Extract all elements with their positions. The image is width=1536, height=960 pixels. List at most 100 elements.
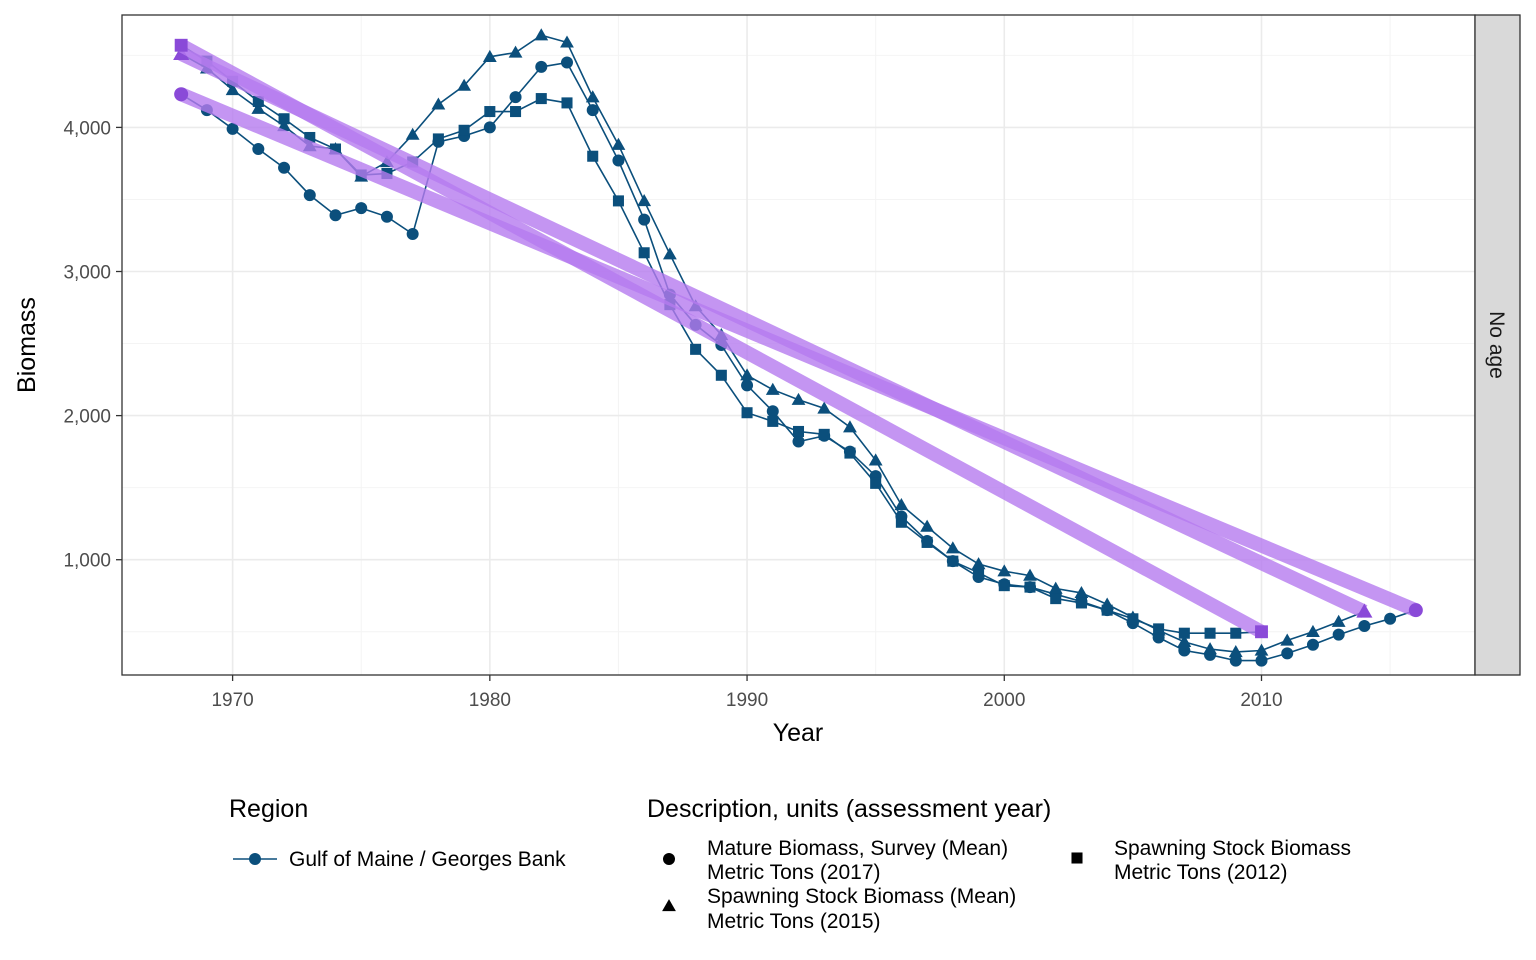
facet-strip: No age [1474, 14, 1521, 676]
data-point-circle [1358, 620, 1371, 633]
data-point-circle [1281, 647, 1294, 660]
data-point-square [844, 447, 856, 459]
data-point-square [870, 477, 882, 489]
y-tick-label: 3,000 [63, 263, 111, 284]
data-point-triangle [740, 368, 754, 381]
data-point-triangle [585, 90, 600, 103]
data-point-triangle [1023, 568, 1037, 581]
data-point-square [690, 343, 702, 355]
facet-strip-box [1474, 14, 1521, 676]
data-point-square [432, 133, 444, 145]
data-point-square [921, 536, 933, 548]
data-point-circle [1306, 638, 1319, 651]
data-point-circle [560, 56, 573, 69]
data-point-square [715, 369, 727, 381]
data-point-circle [792, 435, 805, 448]
data-point-square [741, 407, 753, 419]
legend-item-line2: Metric Tons (2012) [1114, 861, 1288, 884]
data-point-triangle [765, 382, 780, 395]
data-point-triangle [791, 392, 806, 405]
x-tick-label: 2010 [1240, 690, 1282, 711]
data-point-triangle [405, 127, 420, 140]
trend-start-point [174, 38, 188, 52]
legend-circle-icon [663, 853, 675, 865]
data-point-circle [380, 210, 393, 223]
legend-item-line1: Spawning Stock Biomass (Mean) [707, 885, 1016, 908]
data-point-square [895, 516, 907, 528]
data-point-square [484, 106, 496, 118]
data-point-square [252, 95, 264, 107]
data-point-triangle [920, 519, 935, 532]
data-point-square [1075, 597, 1087, 609]
data-point-circle [638, 213, 651, 226]
data-point-triangle [843, 420, 857, 433]
data-point-triangle [997, 564, 1012, 577]
data-point-triangle [560, 35, 574, 48]
data-point-triangle [868, 453, 883, 466]
data-point-triangle [225, 83, 240, 96]
legend-item-line2: Metric Tons (2017) [707, 861, 881, 884]
data-point-square [304, 131, 316, 144]
data-point-circle [483, 121, 496, 134]
legend: Region Gulf of Maine / Georges Bank Descri… [229, 795, 1351, 933]
data-point-triangle [1280, 633, 1295, 646]
trend-line [177, 39, 1265, 638]
data-point-triangle [431, 97, 446, 110]
data-point-triangle [457, 78, 472, 91]
legend-triangle-icon [662, 899, 676, 912]
data-point-square [973, 567, 985, 579]
data-point-square [1101, 604, 1113, 616]
data-point-square [767, 415, 779, 427]
data-point-circle [406, 228, 419, 241]
data-point-triangle [1177, 634, 1192, 648]
data-point-square [998, 580, 1010, 592]
data-point-circle [1332, 628, 1345, 641]
data-point-circle [766, 405, 779, 418]
data-point-square [792, 425, 805, 437]
plot-panel [121, 14, 1476, 676]
x-tick-label: 1970 [211, 690, 253, 711]
data-point-circle [355, 202, 368, 215]
data-point-circle [278, 161, 291, 174]
data-point-square [1230, 627, 1242, 639]
data-point-triangle [1203, 642, 1217, 655]
trend-end-point [1255, 625, 1268, 639]
legend-region-title: Region [229, 795, 308, 823]
data-point-square [587, 150, 599, 162]
y-tick-label: 2,000 [63, 407, 111, 428]
data-point-triangle [508, 45, 523, 58]
data-point-triangle [1074, 585, 1089, 599]
data-point-triangle [482, 49, 497, 62]
legend-item-line1: Mature Biomass, Survey (Mean) [707, 837, 1008, 860]
legend-item-line1: Spawning Stock Biomass [1114, 837, 1351, 860]
data-point-triangle [945, 541, 960, 554]
y-tick-label: 4,000 [63, 118, 111, 139]
data-point-square [1050, 593, 1062, 605]
data-point-triangle [277, 119, 291, 132]
data-point-triangle [1048, 581, 1063, 594]
data-point-square [535, 93, 547, 105]
facet-strip-label: No age [1485, 311, 1508, 379]
data-point-square [329, 143, 342, 155]
data-point-triangle [971, 557, 986, 570]
data-point-triangle [251, 101, 266, 114]
data-point-square [818, 428, 830, 440]
data-point-square [612, 195, 624, 207]
data-point-circle [1178, 644, 1191, 657]
data-point-circle [1229, 654, 1242, 667]
data-point-circle [509, 91, 522, 104]
data-point-circle [1384, 612, 1397, 625]
trend-start-point [174, 87, 189, 102]
trend-end-point [1408, 603, 1423, 618]
data-point-circle [303, 189, 316, 202]
data-point-circle [612, 154, 625, 167]
data-point-circle [586, 104, 599, 117]
data-point-square [1204, 627, 1216, 639]
trend-end-point [1356, 603, 1373, 618]
legend-region-item: Gulf of Maine / Georges Bank [289, 848, 566, 871]
data-point-circle [329, 209, 342, 222]
data-point-triangle [611, 137, 626, 150]
y-tick-label: 1,000 [63, 551, 111, 572]
data-point-triangle [817, 401, 832, 414]
